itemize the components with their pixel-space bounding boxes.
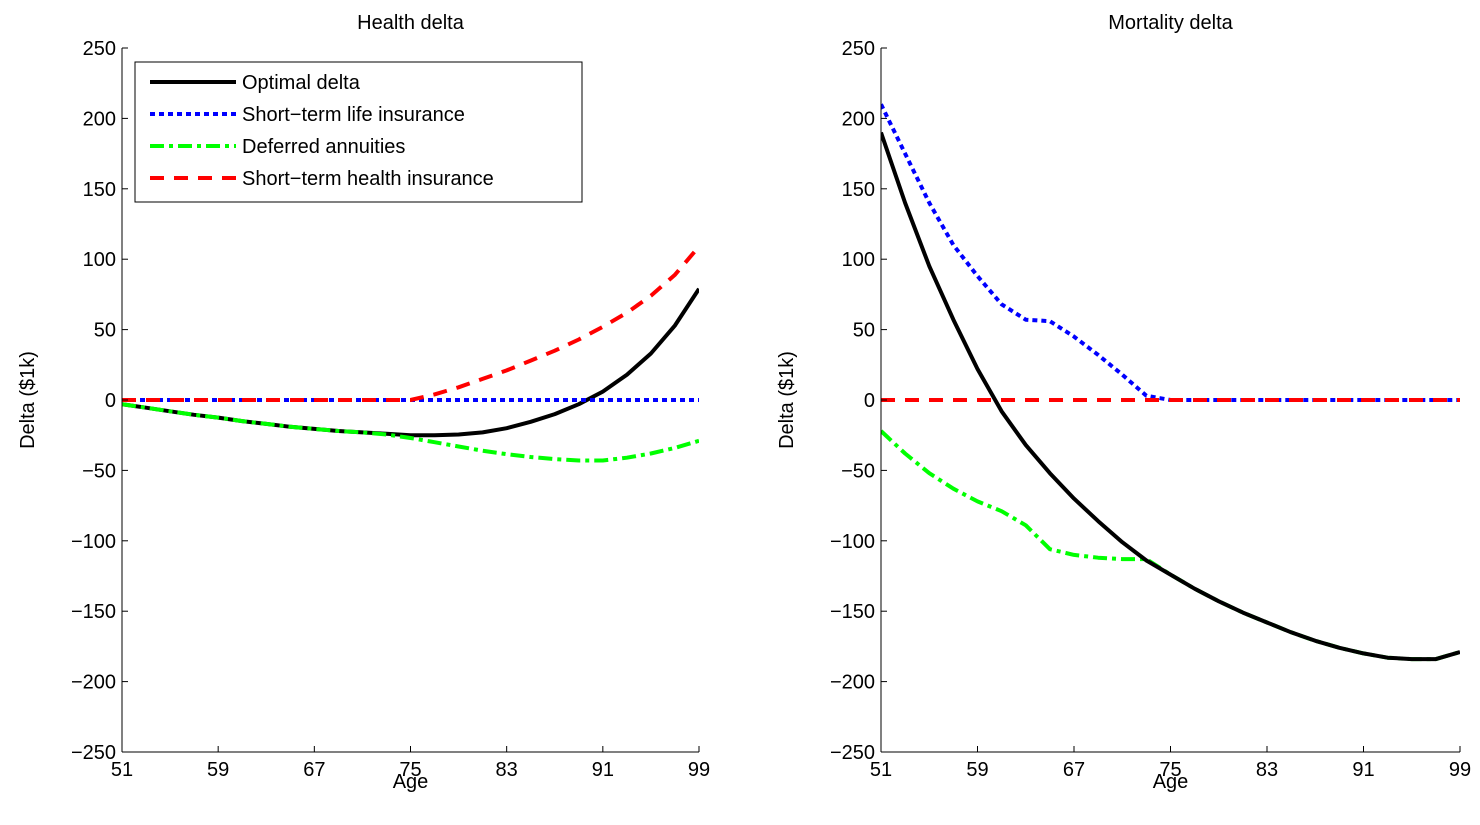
legend-entry-label: Optimal delta [242, 72, 361, 94]
y-tick-label: −150 [830, 601, 875, 623]
y-tick-label: −250 [71, 742, 116, 764]
x-tick-label: 67 [303, 759, 325, 781]
legend-entry-label: Short−term health insurance [242, 168, 494, 190]
y-tick-label: 100 [842, 249, 875, 271]
chart-title: Health delta [357, 12, 465, 34]
y-tick-label: 200 [83, 108, 116, 130]
x-tick-label: 75 [1159, 759, 1181, 781]
y-tick-label: 100 [83, 249, 116, 271]
y-tick-label: 250 [842, 38, 875, 60]
x-tick-label: 51 [870, 759, 892, 781]
legend-entry-label: Deferred annuities [242, 136, 405, 158]
series-group [122, 245, 699, 463]
series-line-optimal-delta [122, 287, 699, 438]
x-tick-label: 99 [688, 759, 710, 781]
y-tick-label: −100 [71, 531, 116, 553]
y-tick-label: −200 [71, 672, 116, 694]
y-tick-label: 50 [94, 320, 116, 342]
y-tick-label: −150 [71, 601, 116, 623]
y-tick-label: −100 [830, 531, 875, 553]
y-tick-label: 50 [853, 320, 875, 342]
y-tick-label: 150 [83, 179, 116, 201]
x-axis-label: Age [393, 771, 429, 793]
x-tick-label: 59 [207, 759, 229, 781]
series-line-optimal-delta [881, 131, 1460, 662]
x-axis-label: Age [1153, 771, 1189, 793]
y-axis-label: Delta ($1k) [776, 351, 798, 449]
y-tick-label: 150 [842, 179, 875, 201]
x-tick-label: 75 [399, 759, 421, 781]
y-tick-label: −50 [82, 460, 116, 482]
legend-entry-label: Short−term life insurance [242, 104, 465, 126]
x-tick-label: 99 [1449, 759, 1471, 781]
y-axis-label: Delta ($1k) [17, 351, 39, 449]
x-tick-label: 91 [592, 759, 614, 781]
x-tick-label: 67 [1063, 759, 1085, 781]
series-line-deferred-annuities [122, 402, 699, 463]
y-tick-label: −50 [841, 460, 875, 482]
y-tick-label: 250 [83, 38, 116, 60]
x-tick-label: 59 [966, 759, 988, 781]
series-line-short-term-life-insurance [881, 103, 1460, 402]
y-tick-label: 200 [842, 108, 875, 130]
y-tick-label: −250 [830, 742, 875, 764]
x-tick-label: 83 [496, 759, 518, 781]
y-tick-label: 0 [864, 390, 875, 412]
y-tick-label: 0 [105, 390, 116, 412]
x-tick-label: 83 [1256, 759, 1278, 781]
series-line-deferred-annuities [881, 429, 1460, 662]
legend: Optimal delta Short−term life insurance De… [134, 61, 583, 203]
y-tick-label: −200 [830, 672, 875, 694]
x-tick-label: 91 [1352, 759, 1374, 781]
chart-title: Mortality delta [1108, 12, 1233, 34]
series-line-short-term-health-insurance [122, 245, 699, 402]
x-tick-label: 51 [111, 759, 133, 781]
series-group [881, 103, 1460, 662]
